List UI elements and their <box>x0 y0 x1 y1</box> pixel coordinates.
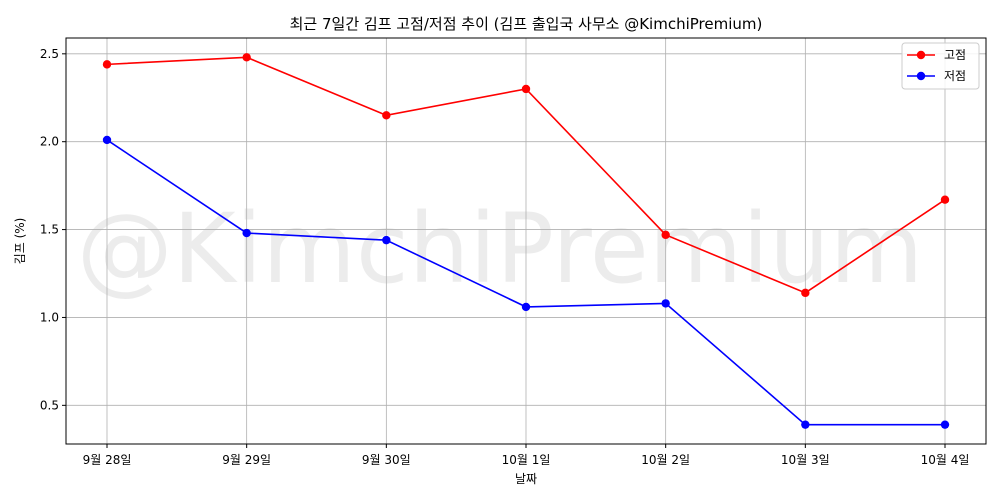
series-point-high <box>382 111 391 120</box>
series-point-high <box>102 60 112 69</box>
series-point-high <box>521 84 531 94</box>
y-tick-label: 1.5 <box>40 223 59 237</box>
y-tick-label: 0.5 <box>40 398 59 412</box>
x-tick-label: 9월 30일 <box>362 453 411 467</box>
series-point-low <box>242 228 251 238</box>
legend-marker <box>916 71 926 81</box>
y-tick-label: 1.0 <box>40 310 59 324</box>
x-tick-label: 10월 2일 <box>641 453 690 467</box>
series-layer <box>102 53 950 429</box>
series-point-high <box>801 288 810 298</box>
legend-label: 고점 <box>944 48 966 62</box>
grid-layer <box>66 38 986 444</box>
y-tick-label: 2.0 <box>40 135 59 149</box>
x-tick-label: 10월 1일 <box>502 453 551 467</box>
x-tick-label: 9월 28일 <box>83 453 132 467</box>
chart-title: 최근 7일간 김프 고점/저점 추이 (김프 출입국 사무소 @KimchiPr… <box>290 15 763 33</box>
series-point-low <box>521 302 531 312</box>
series-point-low <box>382 235 391 245</box>
x-tick-label: 10월 4일 <box>921 453 970 467</box>
series-point-low <box>102 135 112 145</box>
series-point-low <box>940 420 950 429</box>
series-point-high <box>940 195 950 204</box>
legend-label: 저점 <box>944 69 966 83</box>
series-point-high <box>242 53 251 62</box>
legend-marker <box>916 50 926 60</box>
x-tick-label: 9월 29일 <box>222 453 271 467</box>
x-axis-label: 날짜 <box>515 472 537 486</box>
x-tick-label: 10월 3일 <box>781 453 830 467</box>
watermark-text: @KimchiPremium <box>77 193 924 305</box>
legend-box <box>901 42 980 90</box>
series-point-high <box>661 230 670 240</box>
y-axis-label: 김프 (%) <box>13 218 27 265</box>
series-point-low <box>661 299 670 308</box>
x-axis-ticks: 9월 28일 9월 29일 9월 30일 10월 1일 10월 2일 10월 3일 10월 … <box>83 444 970 467</box>
y-axis-ticks: 0.5 1.0 1.5 2.0 2.5 <box>40 47 66 412</box>
y-tick-label: 2.5 <box>40 47 59 61</box>
series-point-low <box>801 420 810 429</box>
